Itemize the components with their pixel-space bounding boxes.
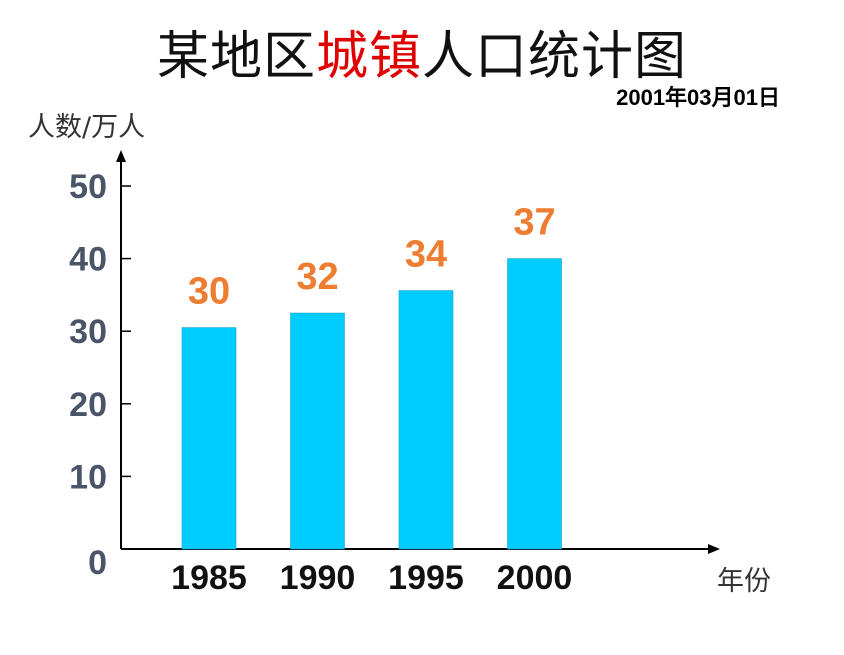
data-label: 32 bbox=[296, 256, 338, 298]
x-axis-arrow-icon bbox=[708, 544, 720, 554]
y-tick-label: 0 bbox=[88, 544, 107, 582]
y-tick-label: 30 bbox=[69, 313, 107, 351]
title-part2: 人口统计图 bbox=[422, 27, 688, 87]
bar bbox=[181, 327, 237, 550]
bar bbox=[398, 290, 454, 550]
x-tick-label: 1995 bbox=[388, 559, 464, 597]
chart-date: 2001年03月01日 bbox=[616, 85, 780, 110]
title-part1: 某地区 bbox=[156, 27, 316, 87]
x-tick-label: 2000 bbox=[497, 559, 573, 597]
y-tick-label: 10 bbox=[69, 458, 107, 496]
bar bbox=[290, 312, 345, 550]
data-label: 30 bbox=[188, 271, 230, 313]
bar bbox=[507, 258, 562, 550]
y-tick-label: 40 bbox=[69, 241, 107, 279]
y-tick-label: 20 bbox=[69, 386, 107, 424]
title-highlight: 城镇 bbox=[315, 27, 422, 87]
y-axis-title: 人数/万人 bbox=[28, 112, 145, 143]
data-label: 37 bbox=[513, 202, 555, 244]
x-axis-title: 年份 bbox=[717, 566, 771, 597]
chart-title: 某地区城镇人口统计图 bbox=[0, 14, 844, 89]
data-label: 34 bbox=[405, 234, 447, 276]
y-tick-label: 50 bbox=[69, 168, 107, 206]
x-tick-label: 1985 bbox=[171, 559, 247, 597]
x-tick-label: 1990 bbox=[280, 559, 356, 597]
y-axis-arrow-icon bbox=[116, 150, 126, 162]
